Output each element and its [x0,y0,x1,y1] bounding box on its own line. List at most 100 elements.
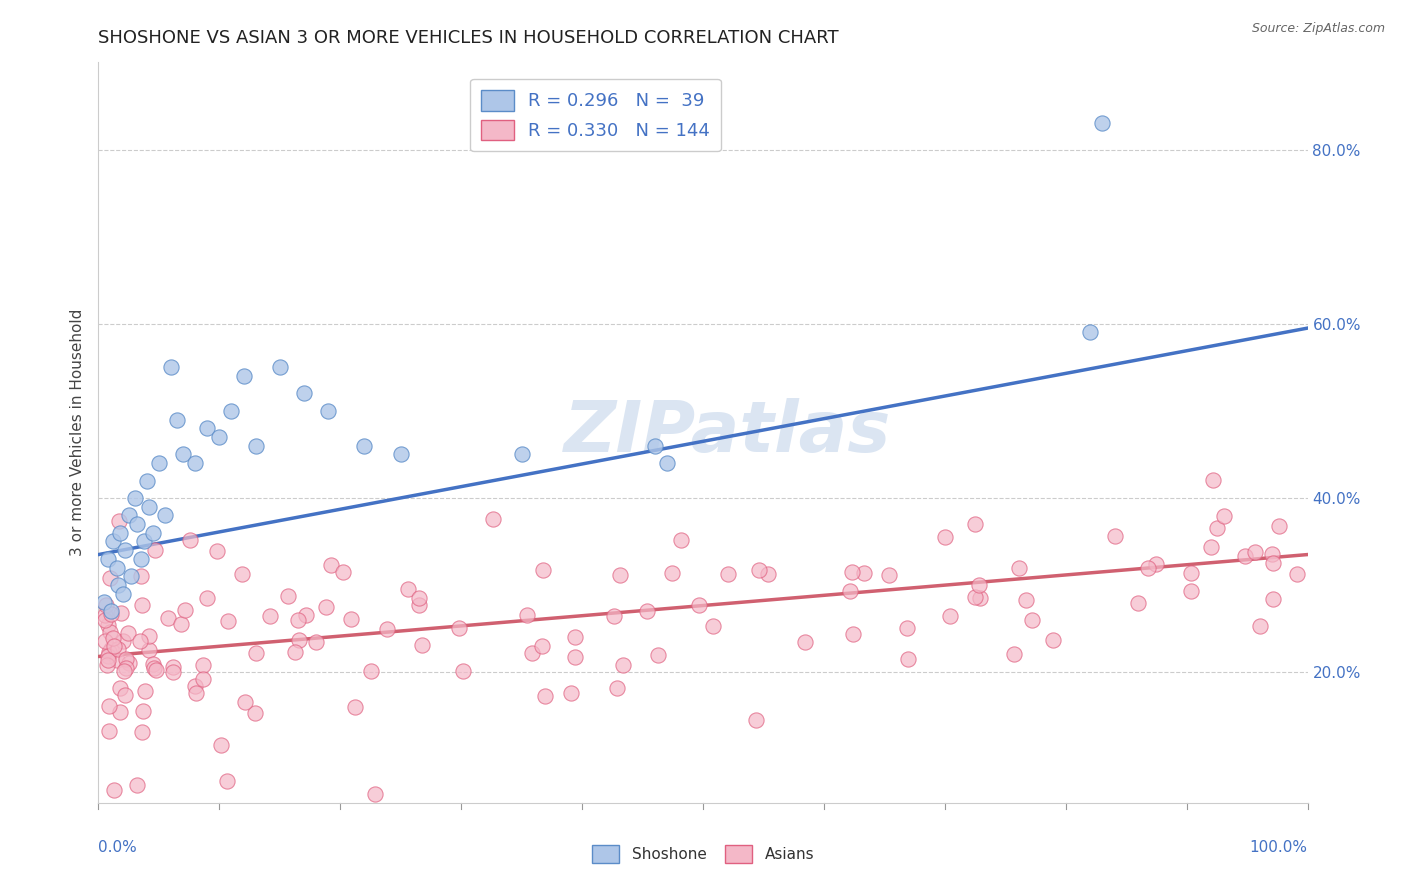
Point [292,386,315,401]
Point [321,558,343,573]
Point [702,619,724,633]
Point [96,598,118,612]
Point [124,491,146,505]
Point [132,704,155,718]
Point [231,566,253,581]
Point [215,774,238,789]
Point [688,598,710,612]
Point [396,582,419,596]
Point [93,595,115,609]
Point [259,609,281,624]
Point [288,633,311,648]
Point [1078,326,1101,340]
Point [644,439,666,453]
Point [160,360,183,375]
Point [138,629,160,643]
Point [375,622,398,636]
Point [245,646,267,660]
Point [100,607,122,622]
Point [134,534,156,549]
Point [969,591,991,606]
Point [451,665,474,679]
Point [208,430,231,444]
Point [186,685,208,699]
Point [107,578,129,592]
Point [756,566,779,581]
Point [118,508,141,523]
Point [118,657,141,671]
Point [148,456,170,470]
Point [101,534,124,549]
Point [305,635,328,649]
Point [1199,540,1222,554]
Point [162,660,184,674]
Point [1244,545,1267,559]
Point [131,599,153,613]
Point [1234,549,1257,564]
Point [841,566,863,580]
Text: ZIPatlas: ZIPatlas [564,398,891,467]
Point [655,456,678,470]
Point [245,706,267,720]
Point [195,591,218,605]
Point [1180,566,1202,580]
Point [896,621,918,635]
Point [100,604,122,618]
Point [852,566,875,581]
Point [277,589,299,603]
Point [564,649,586,664]
Point [114,688,136,702]
Point [560,685,582,699]
Point [332,565,354,579]
Point [96,657,118,672]
Point [135,474,157,488]
Point [408,591,430,605]
Point [142,657,165,671]
Point [717,567,740,582]
Point [1267,519,1289,533]
Point [967,577,990,591]
Point [269,360,291,375]
Point [1042,632,1064,647]
Point [411,638,433,652]
Point [143,543,166,558]
Point [166,412,188,426]
Point [353,439,375,453]
Point [1021,613,1043,627]
Point [516,608,538,623]
Point [842,627,865,641]
Point [209,738,232,752]
Point [389,447,412,461]
Point [408,599,430,613]
Point [108,705,131,719]
Point [217,614,239,628]
Point [606,681,628,695]
Point [284,645,307,659]
Point [100,642,122,657]
Point [603,609,626,624]
Point [127,517,149,532]
Point [449,621,471,635]
Point [142,660,165,674]
Point [360,664,382,678]
Point [179,533,201,547]
Point [162,665,184,679]
Point [340,612,363,626]
Point [647,648,669,662]
Point [125,778,148,792]
Point [111,587,134,601]
Point [1007,560,1029,574]
Point [1261,591,1284,606]
Point [115,660,138,674]
Point [533,689,555,703]
Point [117,625,139,640]
Point [138,500,160,514]
Point [94,613,117,627]
Point [98,571,121,585]
Point [1202,473,1225,487]
Point [145,663,167,677]
Legend: Shoshone, Asians: Shoshone, Asians [586,839,820,869]
Point [115,652,138,666]
Point [157,611,180,625]
Point [103,640,125,654]
